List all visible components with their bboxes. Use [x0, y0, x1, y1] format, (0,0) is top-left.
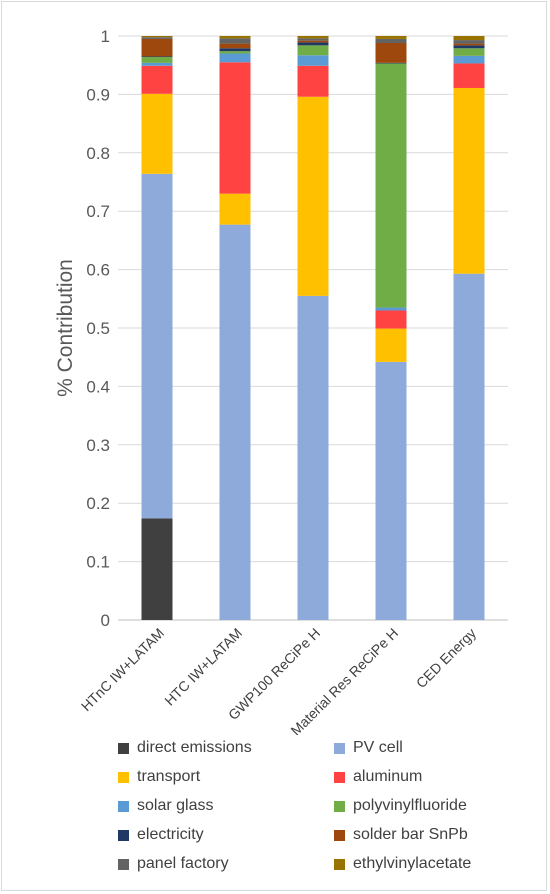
bar-segment	[453, 273, 485, 620]
legend-swatch	[118, 742, 129, 754]
legend-swatch	[334, 771, 345, 783]
x-tick-label: HTnC IW+LATAM	[78, 625, 167, 714]
bar-segment	[375, 310, 407, 329]
bar-segment	[453, 48, 485, 56]
y-tick-label: 0.8	[86, 144, 110, 163]
legend-item: solder bar SnPb	[334, 825, 468, 845]
bar-segment	[297, 38, 329, 41]
bar-segment	[375, 38, 407, 44]
legend-label: aluminum	[353, 768, 423, 785]
bar-segment	[297, 42, 329, 46]
legend-label: direct emissions	[137, 739, 252, 756]
legend-item: aluminum	[334, 767, 422, 787]
legend-swatch	[334, 829, 345, 841]
legend-item: polyvinylfluoride	[334, 796, 467, 816]
y-tick-label: 1	[101, 27, 110, 46]
y-axis-ticks: 0 0.1 0.2 0.3 0.4 0.5 0.6 0.7 0.8 0.9 1	[86, 27, 110, 630]
legend-swatch	[118, 829, 129, 841]
y-tick-label: 0.2	[86, 494, 110, 513]
bar-segment	[219, 51, 251, 54]
bar-segment	[219, 62, 251, 194]
x-tick-label: HTC IW+LATAM	[161, 625, 245, 709]
bar-segment	[297, 45, 329, 56]
bar-segment	[141, 37, 173, 39]
legend-label: electricity	[137, 826, 204, 843]
bar-segment	[453, 45, 485, 49]
legend-swatch	[118, 858, 129, 870]
x-tick-label: CED Energy	[413, 625, 479, 691]
bar-segment	[219, 38, 251, 44]
legend-label: polyvinylfluoride	[353, 797, 467, 814]
legend-item: transport	[118, 767, 200, 787]
bar-segment	[297, 295, 329, 620]
legend-swatch	[334, 742, 345, 754]
bar-segment	[453, 36, 485, 41]
bar-segment	[453, 63, 485, 88]
legend-label: panel factory	[137, 855, 229, 872]
bar-segment	[141, 518, 173, 620]
y-tick-label: 0	[101, 611, 110, 630]
legend-item: direct emissions	[118, 738, 252, 758]
legend-label: solder bar SnPb	[353, 826, 468, 843]
y-tick-label: 0.6	[86, 261, 110, 280]
bar-segment	[453, 40, 485, 44]
bar-segment	[219, 193, 251, 225]
y-tick-label: 0.4	[86, 377, 110, 396]
legend-swatch	[334, 858, 345, 870]
bar-segment	[141, 56, 173, 58]
bar-segment	[297, 65, 329, 97]
bar-segment	[297, 96, 329, 296]
legend-swatch	[334, 800, 345, 812]
legend-item: solar glass	[118, 796, 213, 816]
y-tick-label: 0.7	[86, 202, 110, 221]
legend-item: electricity	[118, 825, 204, 845]
bar-segment	[375, 36, 407, 39]
bar-segment	[375, 63, 407, 308]
bar-segment	[297, 40, 329, 43]
bar-segment	[219, 224, 251, 620]
bar-segment	[219, 36, 251, 39]
bar-segment	[297, 55, 329, 66]
y-tick-label: 0.5	[86, 319, 110, 338]
bar-segment	[375, 361, 407, 620]
bars	[141, 36, 485, 620]
legend-label: PV cell	[353, 739, 403, 756]
y-tick-label: 0.1	[86, 553, 110, 572]
bar-segment	[375, 43, 407, 63]
legend-label: solar glass	[137, 797, 214, 814]
bar-segment	[219, 48, 251, 52]
bar-segment	[453, 55, 485, 64]
legend-label: ethylvinylacetate	[353, 855, 472, 872]
bar-segment	[141, 57, 173, 63]
legend-item: panel factory	[118, 854, 229, 874]
bar-segment	[219, 43, 251, 49]
bar-segment	[141, 65, 173, 94]
bar-segment	[453, 43, 485, 46]
bar-segment	[375, 62, 407, 64]
bar-segment	[141, 62, 173, 66]
legend-item: PV cell	[334, 738, 403, 758]
bar-segment	[375, 307, 407, 311]
bar-segment	[453, 87, 485, 274]
y-tick-label: 0.9	[86, 85, 110, 104]
y-tick-label: 0.3	[86, 436, 110, 455]
bar-segment	[375, 328, 407, 362]
legend-item: ethylvinylacetate	[334, 854, 471, 874]
stacked-bar-chart: 0 0.1 0.2 0.3 0.4 0.5 0.6 0.7 0.8 0.9 1 HTnC IW+LA…	[54, 27, 508, 735]
bar-segment	[141, 93, 173, 174]
legend-swatch	[118, 771, 129, 783]
y-axis-label: % Contribution	[54, 259, 77, 397]
bar-segment	[219, 53, 251, 63]
legend-swatch	[118, 800, 129, 812]
bar-segment	[141, 38, 173, 57]
legend-label: transport	[137, 768, 201, 785]
bar-segment	[141, 36, 173, 38]
bar-segment	[141, 173, 173, 519]
bar-segment	[297, 36, 329, 39]
